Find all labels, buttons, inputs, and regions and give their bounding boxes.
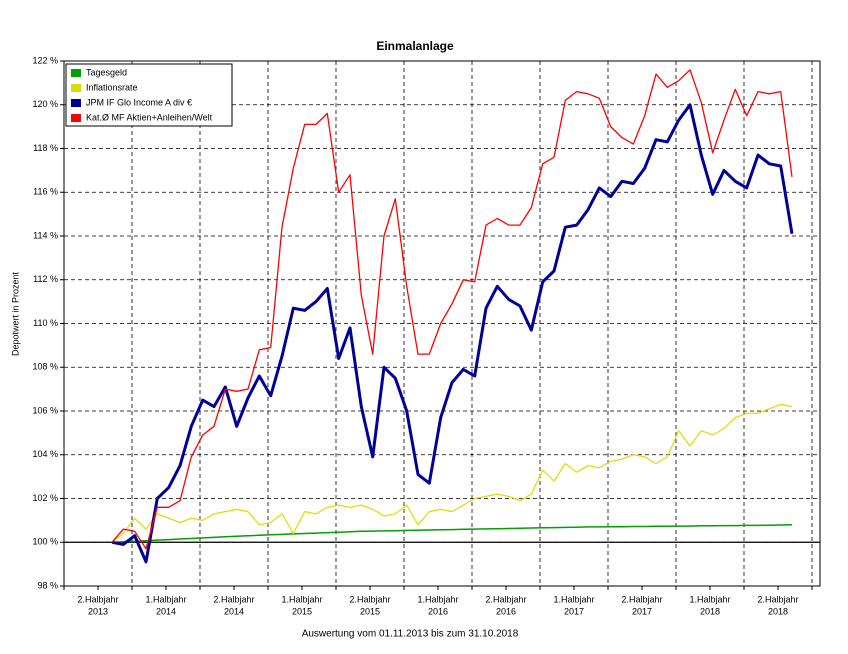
x-tick-label: 1.Halbjahr xyxy=(553,594,594,604)
legend-label: Tagesgeld xyxy=(86,67,127,77)
y-tick-label: 106 % xyxy=(32,405,58,415)
x-tick-label: 2015 xyxy=(292,606,312,616)
x-tick-label: 2016 xyxy=(496,606,516,616)
series-line xyxy=(111,524,793,544)
legend-label: Kat.Ø MF Aktien+Anleihen/Welt xyxy=(86,112,213,122)
x-tick-label: 2016 xyxy=(428,606,448,616)
x-tick-label: 2.Halbjahr xyxy=(485,594,526,604)
x-tick-label: 2.Halbjahr xyxy=(213,594,254,604)
x-tick-label: 2014 xyxy=(224,606,244,616)
y-tick-label: 112 % xyxy=(33,274,58,284)
legend-box xyxy=(65,63,233,127)
y-tick-label: 120 % xyxy=(32,99,58,109)
legend-swatch xyxy=(71,99,81,107)
series-line xyxy=(111,403,793,543)
x-tick-label: 2.Halbjahr xyxy=(349,594,390,604)
legend-label: Inflationsrate xyxy=(86,82,138,92)
x-tick-label: 2015 xyxy=(360,606,380,616)
chart-title: Einmalanlage xyxy=(376,39,454,53)
legend-label: JPM IF Glo Income A div € xyxy=(86,97,192,107)
x-tick-label: 1.Halbjahr xyxy=(689,594,730,604)
footnote: Auswertung vom 01.11.2013 bis zum 31.10.… xyxy=(302,629,519,640)
series-line xyxy=(111,103,794,564)
x-tick-label: 2.Halbjahr xyxy=(757,594,798,604)
y-tick-label: 102 % xyxy=(32,493,58,503)
y-tick-label: 118 % xyxy=(33,143,58,153)
y-tick-label: 114 % xyxy=(33,230,58,240)
y-tick-label: 100 % xyxy=(32,537,58,547)
y-tick-label: 110 % xyxy=(33,318,58,328)
x-tick-label: 2017 xyxy=(564,606,584,616)
x-tick-label: 1.Halbjahr xyxy=(417,594,458,604)
x-tick-label: 2013 xyxy=(88,606,108,616)
legend-swatch xyxy=(71,114,81,122)
legend-swatch xyxy=(71,84,81,92)
y-tick-label: 108 % xyxy=(32,362,58,372)
y-tick-label: 116 % xyxy=(33,187,58,197)
y-tick-label: 122 % xyxy=(32,55,58,65)
x-tick-label: 2.Halbjahr xyxy=(621,594,662,604)
y-tick-label: 104 % xyxy=(32,449,58,459)
x-tick-label: 1.Halbjahr xyxy=(145,594,186,604)
series-line xyxy=(111,69,793,550)
legend-swatch xyxy=(71,69,81,77)
x-tick-label: 2.Halbjahr xyxy=(77,594,118,604)
x-tick-label: 1.Halbjahr xyxy=(281,594,322,604)
x-tick-label: 2018 xyxy=(768,606,788,616)
x-tick-label: 2018 xyxy=(700,606,720,616)
x-tick-label: 2017 xyxy=(632,606,652,616)
y-axis-label: Depotwert in Prozent xyxy=(10,271,20,356)
plot-frame xyxy=(63,60,821,587)
x-tick-label: 2014 xyxy=(156,606,176,616)
y-tick-label: 98 % xyxy=(37,580,58,590)
